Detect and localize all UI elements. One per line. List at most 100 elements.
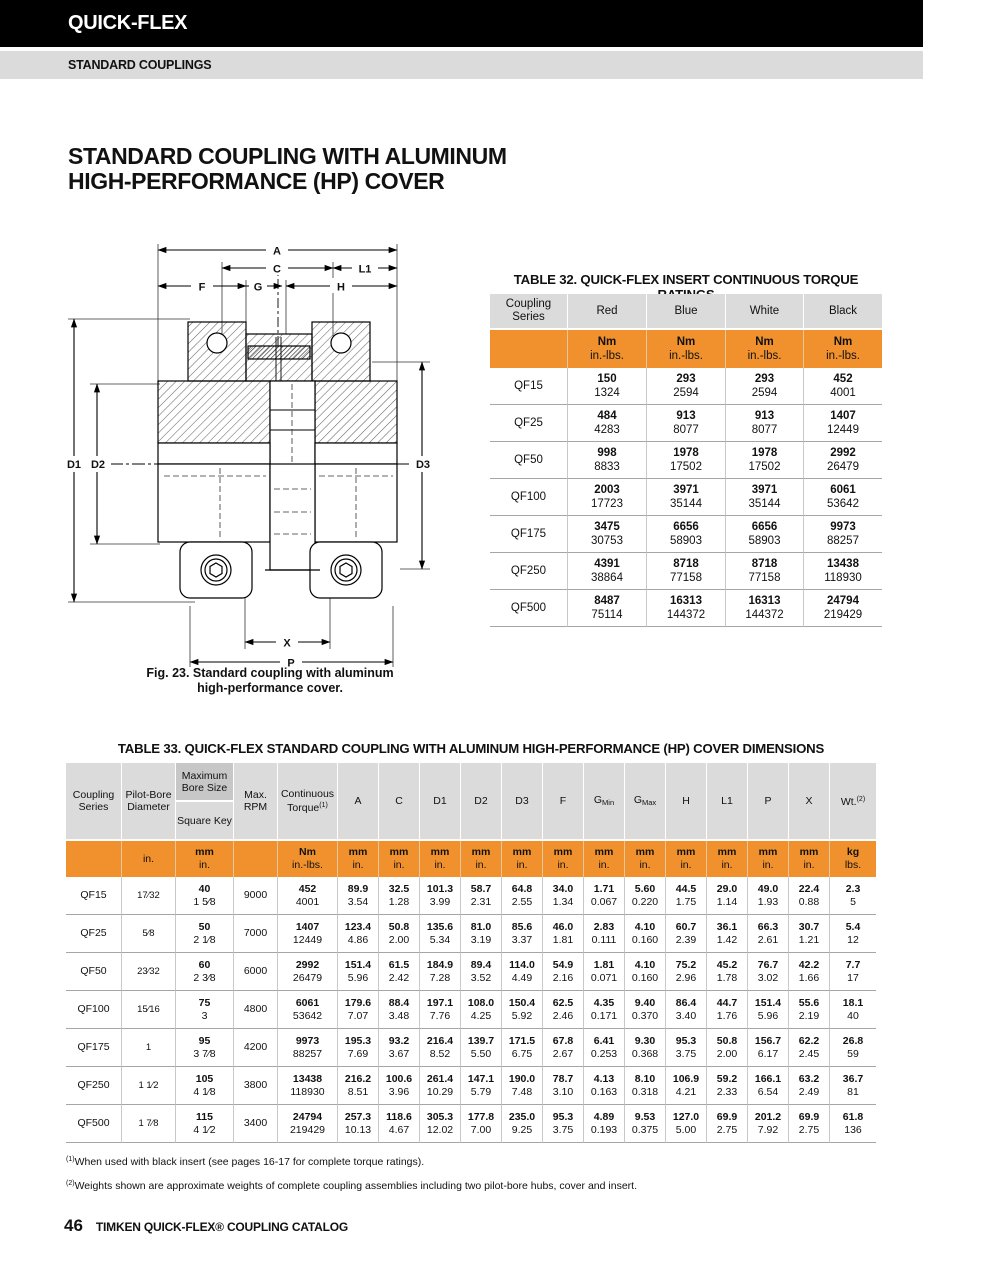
table33-torque-cell: 13438 118930: [278, 1067, 338, 1105]
table33-units-rpm: [234, 841, 278, 877]
table33-header-D1: D1: [420, 763, 461, 841]
table32-value-cell: 24794 219429: [804, 590, 882, 627]
table33-dim-cell: 179.6 7.07: [338, 991, 379, 1029]
table33-dim-cell: 95.3 3.75: [666, 1029, 707, 1067]
table33-units-torque: Nm in.-lbs.: [278, 841, 338, 877]
table33-dim-cell: 216.4 8.52: [420, 1029, 461, 1067]
table32-value-cell: 6656 58903: [647, 516, 726, 553]
table32-value-cell: 16313 144372: [647, 590, 726, 627]
table32-units-blank: [490, 330, 568, 368]
table33-dim-cell: 100.6 3.96: [379, 1067, 420, 1105]
table33-rpm-cell: 3400: [234, 1105, 278, 1143]
table33-dim-cell: 55.6 2.19: [789, 991, 830, 1029]
table33-dim-cell: 62.2 2.45: [789, 1029, 830, 1067]
table33-dim-cell: 59.2 2.33: [707, 1067, 748, 1105]
table33-weight-cell: 2.3 5: [830, 877, 876, 915]
table33-pilot-bore-cell: 17⁄32: [122, 877, 176, 915]
table33-dim-cell: 197.1 7.76: [420, 991, 461, 1029]
table33-dim-cell: 118.6 4.67: [379, 1105, 420, 1143]
table32-value-cell: 913 8077: [647, 405, 726, 442]
table33-units-dim: mm in.: [502, 841, 543, 877]
table33-dim-cell: 9.53 0.375: [625, 1105, 666, 1143]
table33-units-dim: mm in.: [461, 841, 502, 877]
section-title: STANDARD COUPLINGS: [68, 58, 212, 72]
table33-header-Gmin: GMin: [584, 763, 625, 841]
table33-header-Gmax: GMax: [625, 763, 666, 841]
table33-units-bore: mm in.: [176, 841, 234, 877]
table32-value-cell: 3971 35144: [647, 479, 726, 516]
table33-torque-cell: 6061 53642: [278, 991, 338, 1029]
table32-value-cell: 293 2594: [726, 368, 804, 405]
table33-dim-cell: 69.9 2.75: [707, 1105, 748, 1143]
table33-dim-cell: 34.0 1.34: [543, 877, 584, 915]
table33-units-dim: mm in.: [707, 841, 748, 877]
table33-dim-cell: 235.0 9.25: [502, 1105, 543, 1143]
table32-value-cell: 8718 77158: [726, 553, 804, 590]
table33-units-pilot: in.: [122, 841, 176, 877]
table33-max-bore-cell: 75 3: [176, 991, 234, 1029]
table32-value-cell: 8487 75114: [568, 590, 647, 627]
table32-series-cell: QF50: [490, 442, 568, 479]
table32-value-cell: 452 4001: [804, 368, 882, 405]
table33-dim-cell: 89.4 3.52: [461, 953, 502, 991]
table33-max-bore-cell: 60 2 3⁄8: [176, 953, 234, 991]
table33-dim-cell: 151.4 5.96: [748, 991, 789, 1029]
table33-units-dim: mm in.: [584, 841, 625, 877]
dim-label-F: F: [199, 282, 206, 294]
table33-dim-cell: 4.35 0.171: [584, 991, 625, 1029]
table33-series-cell: QF25: [66, 915, 122, 953]
table33-dim-cell: 86.4 3.40: [666, 991, 707, 1029]
dim-label-D2: D2: [91, 459, 105, 471]
table33-header-bore-max: Maximum Bore Size: [176, 763, 233, 802]
dim-label-X: X: [283, 638, 291, 650]
table32-units: Nm in.-lbs.: [647, 330, 726, 368]
table33-dim-cell: 46.0 1.81: [543, 915, 584, 953]
dim-label-D1: D1: [67, 459, 81, 471]
table32-units: Nm in.-lbs.: [726, 330, 804, 368]
table33-dim-cell: 63.2 2.49: [789, 1067, 830, 1105]
table33-weight-cell: 7.7 17: [830, 953, 876, 991]
table33-dim-cell: 32.5 1.28: [379, 877, 420, 915]
table33-dim-cell: 64.8 2.55: [502, 877, 543, 915]
table32-value-cell: 6061 53642: [804, 479, 882, 516]
table33-dim-cell: 190.0 7.48: [502, 1067, 543, 1105]
table32-value-cell: 1978 17502: [726, 442, 804, 479]
catalog-title: TIMKEN QUICK-FLEX® COUPLING CATALOG: [95, 1220, 348, 1234]
table33-dim-cell: 81.0 3.19: [461, 915, 502, 953]
table33-header-bore: Maximum Bore Size Square Key: [176, 763, 234, 841]
table33-dim-cell: 49.0 1.93: [748, 877, 789, 915]
table33-weight-cell: 61.8 136: [830, 1105, 876, 1143]
table33-pilot-bore-cell: 1 7⁄8: [122, 1105, 176, 1143]
table33-header-H: H: [666, 763, 707, 841]
table33-series-cell: QF15: [66, 877, 122, 915]
page-title-line1: STANDARD COUPLING WITH ALUMINUM: [68, 143, 507, 169]
dim-label-D3: D3: [416, 459, 430, 471]
table33-units-dim: mm in.: [666, 841, 707, 877]
table33-grid: Coupling Series Pilot-Bore Diameter Maxi…: [66, 763, 876, 1143]
table33-dim-cell: 106.9 4.21: [666, 1067, 707, 1105]
table33-dim-cell: 9.30 0.368: [625, 1029, 666, 1067]
footnote-1: (1)When used with black insert (see page…: [66, 1156, 425, 1168]
table33-rpm-cell: 7000: [234, 915, 278, 953]
table32-header-blue: Blue: [647, 294, 726, 330]
table33-weight-cell: 18.1 40: [830, 991, 876, 1029]
table33-dim-cell: 305.3 12.02: [420, 1105, 461, 1143]
page-number: 46: [64, 1216, 83, 1235]
table33-header-D2: D2: [461, 763, 502, 841]
table33-dim-cell: 123.4 4.86: [338, 915, 379, 953]
table33-dim-cell: 8.10 0.318: [625, 1067, 666, 1105]
table33-header-L1: L1: [707, 763, 748, 841]
table33-rpm-cell: 3800: [234, 1067, 278, 1105]
figure-caption-line2: high-performance cover.: [197, 681, 343, 695]
table33-header-D3: D3: [502, 763, 543, 841]
table33-units-dim: mm in.: [748, 841, 789, 877]
table32-value-cell: 150 1324: [568, 368, 647, 405]
table33-dim-cell: 4.13 0.163: [584, 1067, 625, 1105]
table32-value-cell: 9973 88257: [804, 516, 882, 553]
table33-dim-cell: 44.5 1.75: [666, 877, 707, 915]
dim-label-H: H: [337, 282, 345, 294]
table32-header-series: Coupling Series: [490, 294, 568, 330]
table32-value-cell: 16313 144372: [726, 590, 804, 627]
table33-rpm-cell: 6000: [234, 953, 278, 991]
table33-header-wt: Wt.(2): [830, 763, 876, 841]
